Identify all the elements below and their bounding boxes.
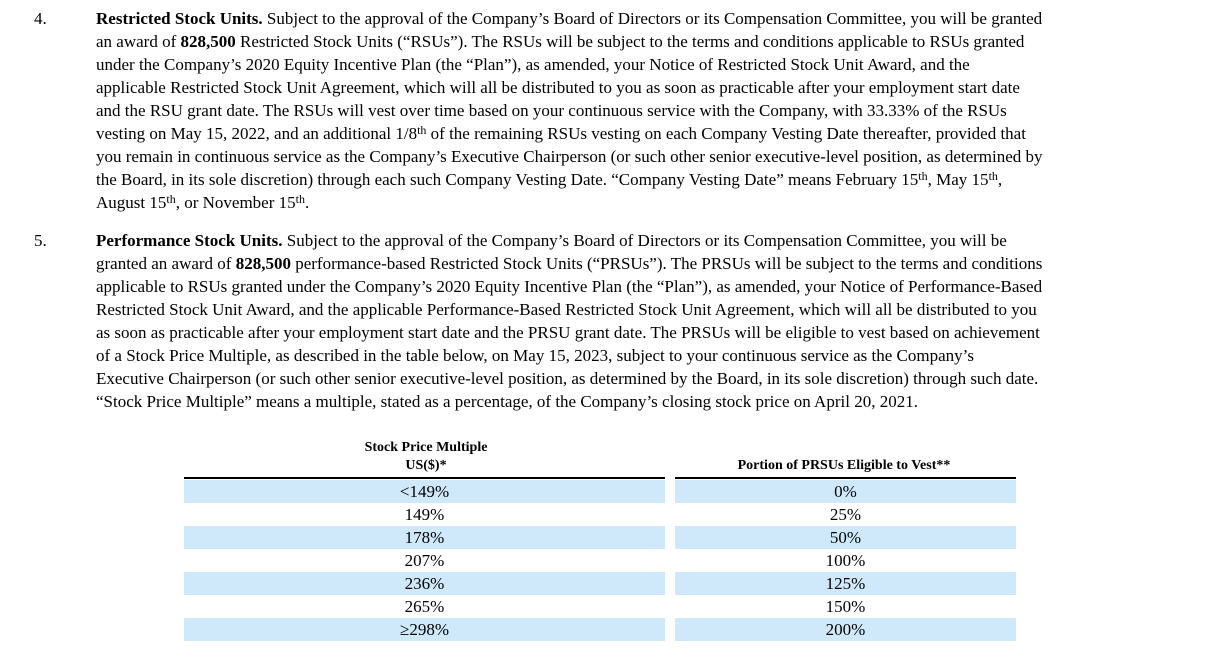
cell-stock-price-multiple: 265% <box>404 597 445 616</box>
header-line: Stock Price Multiple <box>364 440 488 455</box>
text-run: as soon as practicable after your employ… <box>96 323 1040 342</box>
cell-portion-eligible: 25% <box>829 505 862 524</box>
table-row: 265% 150% <box>184 595 1016 618</box>
superscript: th <box>918 169 928 183</box>
text-run: of a Stock Price Multiple, as described … <box>96 346 974 365</box>
cell-stock-price-multiple: ≥298% <box>184 618 665 641</box>
paragraph-line: as soon as practicable after your employ… <box>96 321 1214 344</box>
header-rule <box>675 477 1016 479</box>
text-run: an award of <box>96 32 181 51</box>
text-run: August 15 <box>96 193 167 212</box>
bold-text: Restricted Stock Units. <box>96 9 263 28</box>
cell-portion-eligible: 0% <box>675 480 1016 503</box>
cell-portion-eligible: 200% <box>675 618 1016 641</box>
table-header-stock-price-multiple: Stock Price Multiple US($)* <box>184 439 668 475</box>
text-run: applicable to RSUs granted under the Com… <box>96 277 1043 296</box>
text-run: , or November 15 <box>175 193 296 212</box>
paragraph-line: Performance Stock Units. Subject to the … <box>96 229 1214 252</box>
cell-stock-price-multiple: 149% <box>404 505 445 524</box>
paragraph-line: you remain in continuous service as the … <box>96 145 1214 168</box>
superscript: th <box>295 192 305 206</box>
text-run: Executive Chairperson (or such other sen… <box>96 369 1039 388</box>
cell-stock-price-multiple: <149% <box>184 480 665 503</box>
text-run: , <box>997 170 1003 189</box>
table-header-portion-eligible: Portion of PRSUs Eligible to Vest** <box>737 458 951 473</box>
paragraph-line: August 15th, or November 15th. <box>96 191 1214 214</box>
cell-stock-price-multiple: 207% <box>404 551 445 570</box>
section-paragraph: Restricted Stock Units. Subject to the a… <box>96 7 1214 214</box>
paragraph-line: granted an award of 828,500 performance-… <box>96 252 1214 275</box>
text-run: . <box>304 193 310 212</box>
bold-text: 828,500 <box>180 32 236 51</box>
text-run: “Stock Price Multiple” means a multiple,… <box>96 392 918 411</box>
header-line: US($)* <box>405 458 447 473</box>
text-run: performance-based Restricted Stock Units… <box>290 254 1043 273</box>
cell-stock-price-multiple: 236% <box>184 572 665 595</box>
table-row: 236% 125% <box>184 572 1016 595</box>
text-run: Subject to the approval of the Company’s… <box>262 9 1043 28</box>
paragraph-line: Restricted Stock Unit Award, and the app… <box>96 298 1214 321</box>
table-row: 178% 50% <box>184 526 1016 549</box>
paragraph-line: and the RSU grant date. The RSUs will ve… <box>96 99 1214 122</box>
table-row: 207% 100% <box>184 549 1016 572</box>
paragraph-line: applicable to RSUs granted under the Com… <box>96 275 1214 298</box>
table-row: <149% 0% <box>184 480 1016 503</box>
section-number: 4. <box>34 9 47 28</box>
text-run: applicable Restricted Stock Unit Agreeme… <box>96 78 1020 97</box>
superscript: th <box>988 169 998 183</box>
text-run: the Board, in its sole discretion) throu… <box>96 170 919 189</box>
cell-portion-eligible: 150% <box>825 597 866 616</box>
text-run: , May 15 <box>927 170 989 189</box>
section-number: 5. <box>34 231 47 250</box>
paragraph-line: an award of 828,500 Restricted Stock Uni… <box>96 30 1214 53</box>
table-row: ≥298% 200% <box>184 618 1016 641</box>
text-run: Restricted Stock Unit Award, and the app… <box>96 300 1037 319</box>
text-run: vesting on May 15, 2022, and an addition… <box>96 124 418 143</box>
bold-text: Performance Stock Units. <box>96 231 283 250</box>
cell-stock-price-multiple: 178% <box>184 526 665 549</box>
cell-portion-eligible: 100% <box>825 551 866 570</box>
paragraph-line: the Board, in its sole discretion) throu… <box>96 168 1214 191</box>
text-run: you remain in continuous service as the … <box>96 147 1043 166</box>
bold-text: 828,500 <box>235 254 291 273</box>
table-body: <149% 0% 149% 25% 178% 50% 207% 100% 236% 125% 265… <box>184 480 1016 641</box>
text-run: Restricted Stock Units (“RSUs”). The RSU… <box>235 32 1025 51</box>
paragraph-line: Restricted Stock Units. Subject to the a… <box>96 7 1214 30</box>
text-run: and the RSU grant date. The RSUs will ve… <box>96 101 1007 120</box>
section-paragraph: Performance Stock Units. Subject to the … <box>96 229 1214 413</box>
paragraph-line: Executive Chairperson (or such other sen… <box>96 367 1214 390</box>
text-run: Subject to the approval of the Company’s… <box>282 231 1007 250</box>
text-run: granted an award of <box>96 254 236 273</box>
superscript: th <box>417 123 427 137</box>
superscript: th <box>166 192 176 206</box>
text-run: of the remaining RSUs vesting on each Co… <box>426 124 1026 143</box>
cell-portion-eligible: 50% <box>675 526 1016 549</box>
cell-portion-eligible: 125% <box>675 572 1016 595</box>
paragraph-line: applicable Restricted Stock Unit Agreeme… <box>96 76 1214 99</box>
paragraph-line: vesting on May 15, 2022, and an addition… <box>96 122 1214 145</box>
paragraph-line: “Stock Price Multiple” means a multiple,… <box>96 390 1214 413</box>
paragraph-line: under the Company’s 2020 Equity Incentiv… <box>96 53 1214 76</box>
table-row: 149% 25% <box>184 503 1016 526</box>
paragraph-line: of a Stock Price Multiple, as described … <box>96 344 1214 367</box>
text-run: under the Company’s 2020 Equity Incentiv… <box>96 55 970 74</box>
header-rule <box>184 477 665 479</box>
